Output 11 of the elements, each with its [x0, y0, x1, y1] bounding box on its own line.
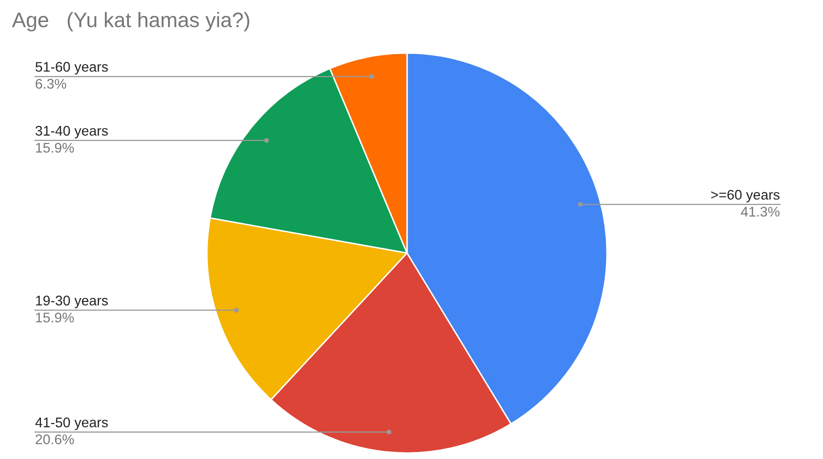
data-label: 20.6% — [36, 434, 74, 444]
data-label: 41.3% — [740, 206, 780, 217]
slice-label: 19-30 years — [36, 296, 108, 308]
chart-title: Age (Yu kat hamas yia?) — [12, 12, 250, 32]
slice-label: 51-60 years — [36, 62, 108, 75]
data-label: 15.9% — [36, 312, 74, 322]
data-label: 6.3% — [36, 78, 66, 89]
slice-label: >=60 years — [711, 190, 780, 202]
data-label: 15.9% — [36, 142, 74, 153]
slice-label: 31-40 years — [36, 126, 108, 138]
slice-label: 41-50 years — [35, 418, 108, 430]
